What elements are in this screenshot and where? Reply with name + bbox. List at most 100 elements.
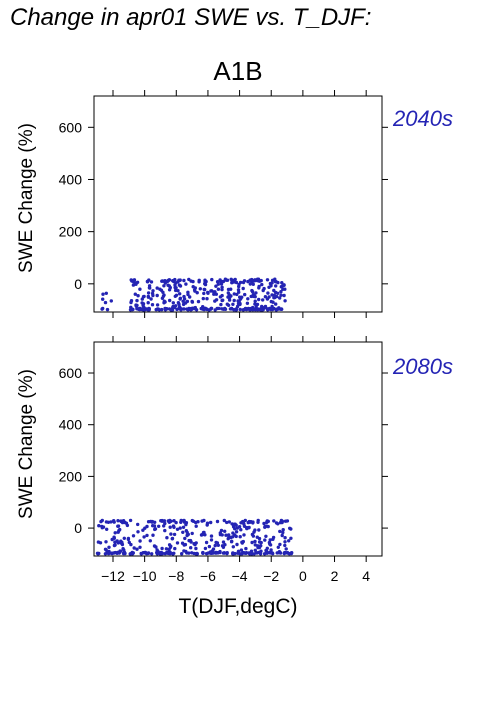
panel-2-point [97, 551, 101, 556]
panel-2-point [136, 522, 140, 527]
panel-2-point [159, 519, 163, 523]
panel-1-point [236, 288, 241, 292]
panel-2-xtick-label: −12 [101, 568, 125, 584]
panel-2-point [182, 519, 186, 523]
panel-1-point [220, 285, 224, 289]
panel-1-point [226, 303, 231, 307]
panel-1-ytick-label: 200 [59, 224, 83, 240]
panel-2-point [173, 546, 177, 551]
panel-1-point [233, 277, 237, 282]
panel-1-point [247, 307, 252, 311]
panel-1-point [155, 293, 159, 298]
panel-1-point [109, 299, 114, 303]
panel-1-point [162, 284, 166, 288]
panel-2-point [283, 543, 287, 548]
panel-2-point [181, 525, 186, 529]
panel-1-point [248, 282, 252, 286]
panel-2-point [169, 544, 173, 548]
panel-1-point [272, 296, 276, 300]
panel-2-point [251, 520, 255, 524]
panel-1-point [229, 277, 233, 281]
panel-2-point [153, 520, 157, 524]
panel-2-point [162, 524, 166, 528]
panel-1-point [230, 281, 234, 285]
panel-2-point [169, 532, 173, 536]
panel-2-point [152, 544, 157, 548]
panel-1-point [251, 282, 255, 286]
panel-1-point [145, 279, 150, 284]
panel-2-point [138, 545, 142, 549]
panel-2-point [253, 543, 257, 547]
panel-1-point [206, 291, 210, 295]
panel-2-point [115, 539, 119, 543]
panel-2-ytick-label: 600 [59, 365, 83, 381]
panel-2-point [269, 550, 273, 554]
panel-1-point [205, 297, 209, 301]
panel-1-point [167, 284, 171, 288]
panel-2-point [250, 540, 254, 545]
panel-2-point [259, 540, 263, 545]
panel-2-point [225, 551, 229, 556]
panel-1-ytick-label: 0 [74, 276, 82, 292]
panel-1-point [235, 304, 240, 309]
panel-2-point [201, 551, 205, 555]
panel-1-point [141, 307, 145, 311]
panel-1-frame [93, 95, 383, 313]
panel-2-point [157, 524, 161, 528]
panel-1-point [101, 292, 105, 296]
panel-2-point [118, 549, 122, 553]
panel-2-point [226, 537, 230, 541]
panel-2-point [222, 518, 226, 523]
panel-1-point [273, 277, 277, 281]
panel-2-point [245, 525, 249, 530]
panel-1-point [103, 300, 108, 305]
panel-2-point [287, 539, 291, 543]
panel-1-point [134, 282, 138, 286]
panel-1-point [175, 307, 179, 312]
panel-2-point [139, 551, 143, 556]
panel-2-point [215, 519, 220, 524]
panel-2-point [238, 535, 242, 539]
panel-2-point [126, 536, 131, 541]
panel-2-point [143, 526, 147, 530]
panel-2-point [262, 521, 266, 526]
panel-2-point [240, 540, 244, 544]
panel-2-point [281, 528, 285, 532]
panel-2-point [221, 551, 226, 555]
panel-2-point [168, 525, 172, 529]
panel-1-point [155, 286, 159, 290]
panel-2-point [162, 519, 167, 523]
panel-1-point [270, 307, 275, 312]
panel-2-point [187, 551, 191, 555]
panel-2-point [132, 546, 136, 550]
panel-2-point [256, 545, 260, 550]
panel-1-point [250, 277, 254, 282]
panel-1-point [240, 295, 244, 299]
panel-1-point [243, 292, 247, 297]
panel-2-point [181, 530, 185, 534]
panel-1-point [261, 288, 265, 293]
panel-2-point [207, 544, 212, 549]
panel-1-point [282, 283, 286, 287]
panel-1-point [265, 307, 269, 311]
panel-2-point [253, 539, 257, 544]
panel-2-point [220, 544, 225, 548]
panel-2-point [275, 551, 279, 555]
panel-1-point [269, 284, 273, 288]
panel-2-point [120, 520, 125, 524]
panel-1-point [136, 294, 140, 298]
panel-2-point [192, 542, 196, 546]
panel-2-point [252, 552, 256, 556]
panel-1-point [135, 303, 139, 308]
panel-1-point [270, 281, 274, 285]
panel-1-point [141, 303, 145, 308]
panel-2-point [175, 541, 180, 545]
panel-2-point [159, 552, 163, 556]
panel-1-point [170, 308, 175, 312]
panel-1-point [253, 299, 257, 303]
panel-1-point [276, 291, 280, 295]
panel-2-point [204, 540, 209, 545]
panel-2-point [239, 548, 244, 552]
panel-1-point [253, 302, 257, 306]
panel-1-point [181, 302, 186, 307]
